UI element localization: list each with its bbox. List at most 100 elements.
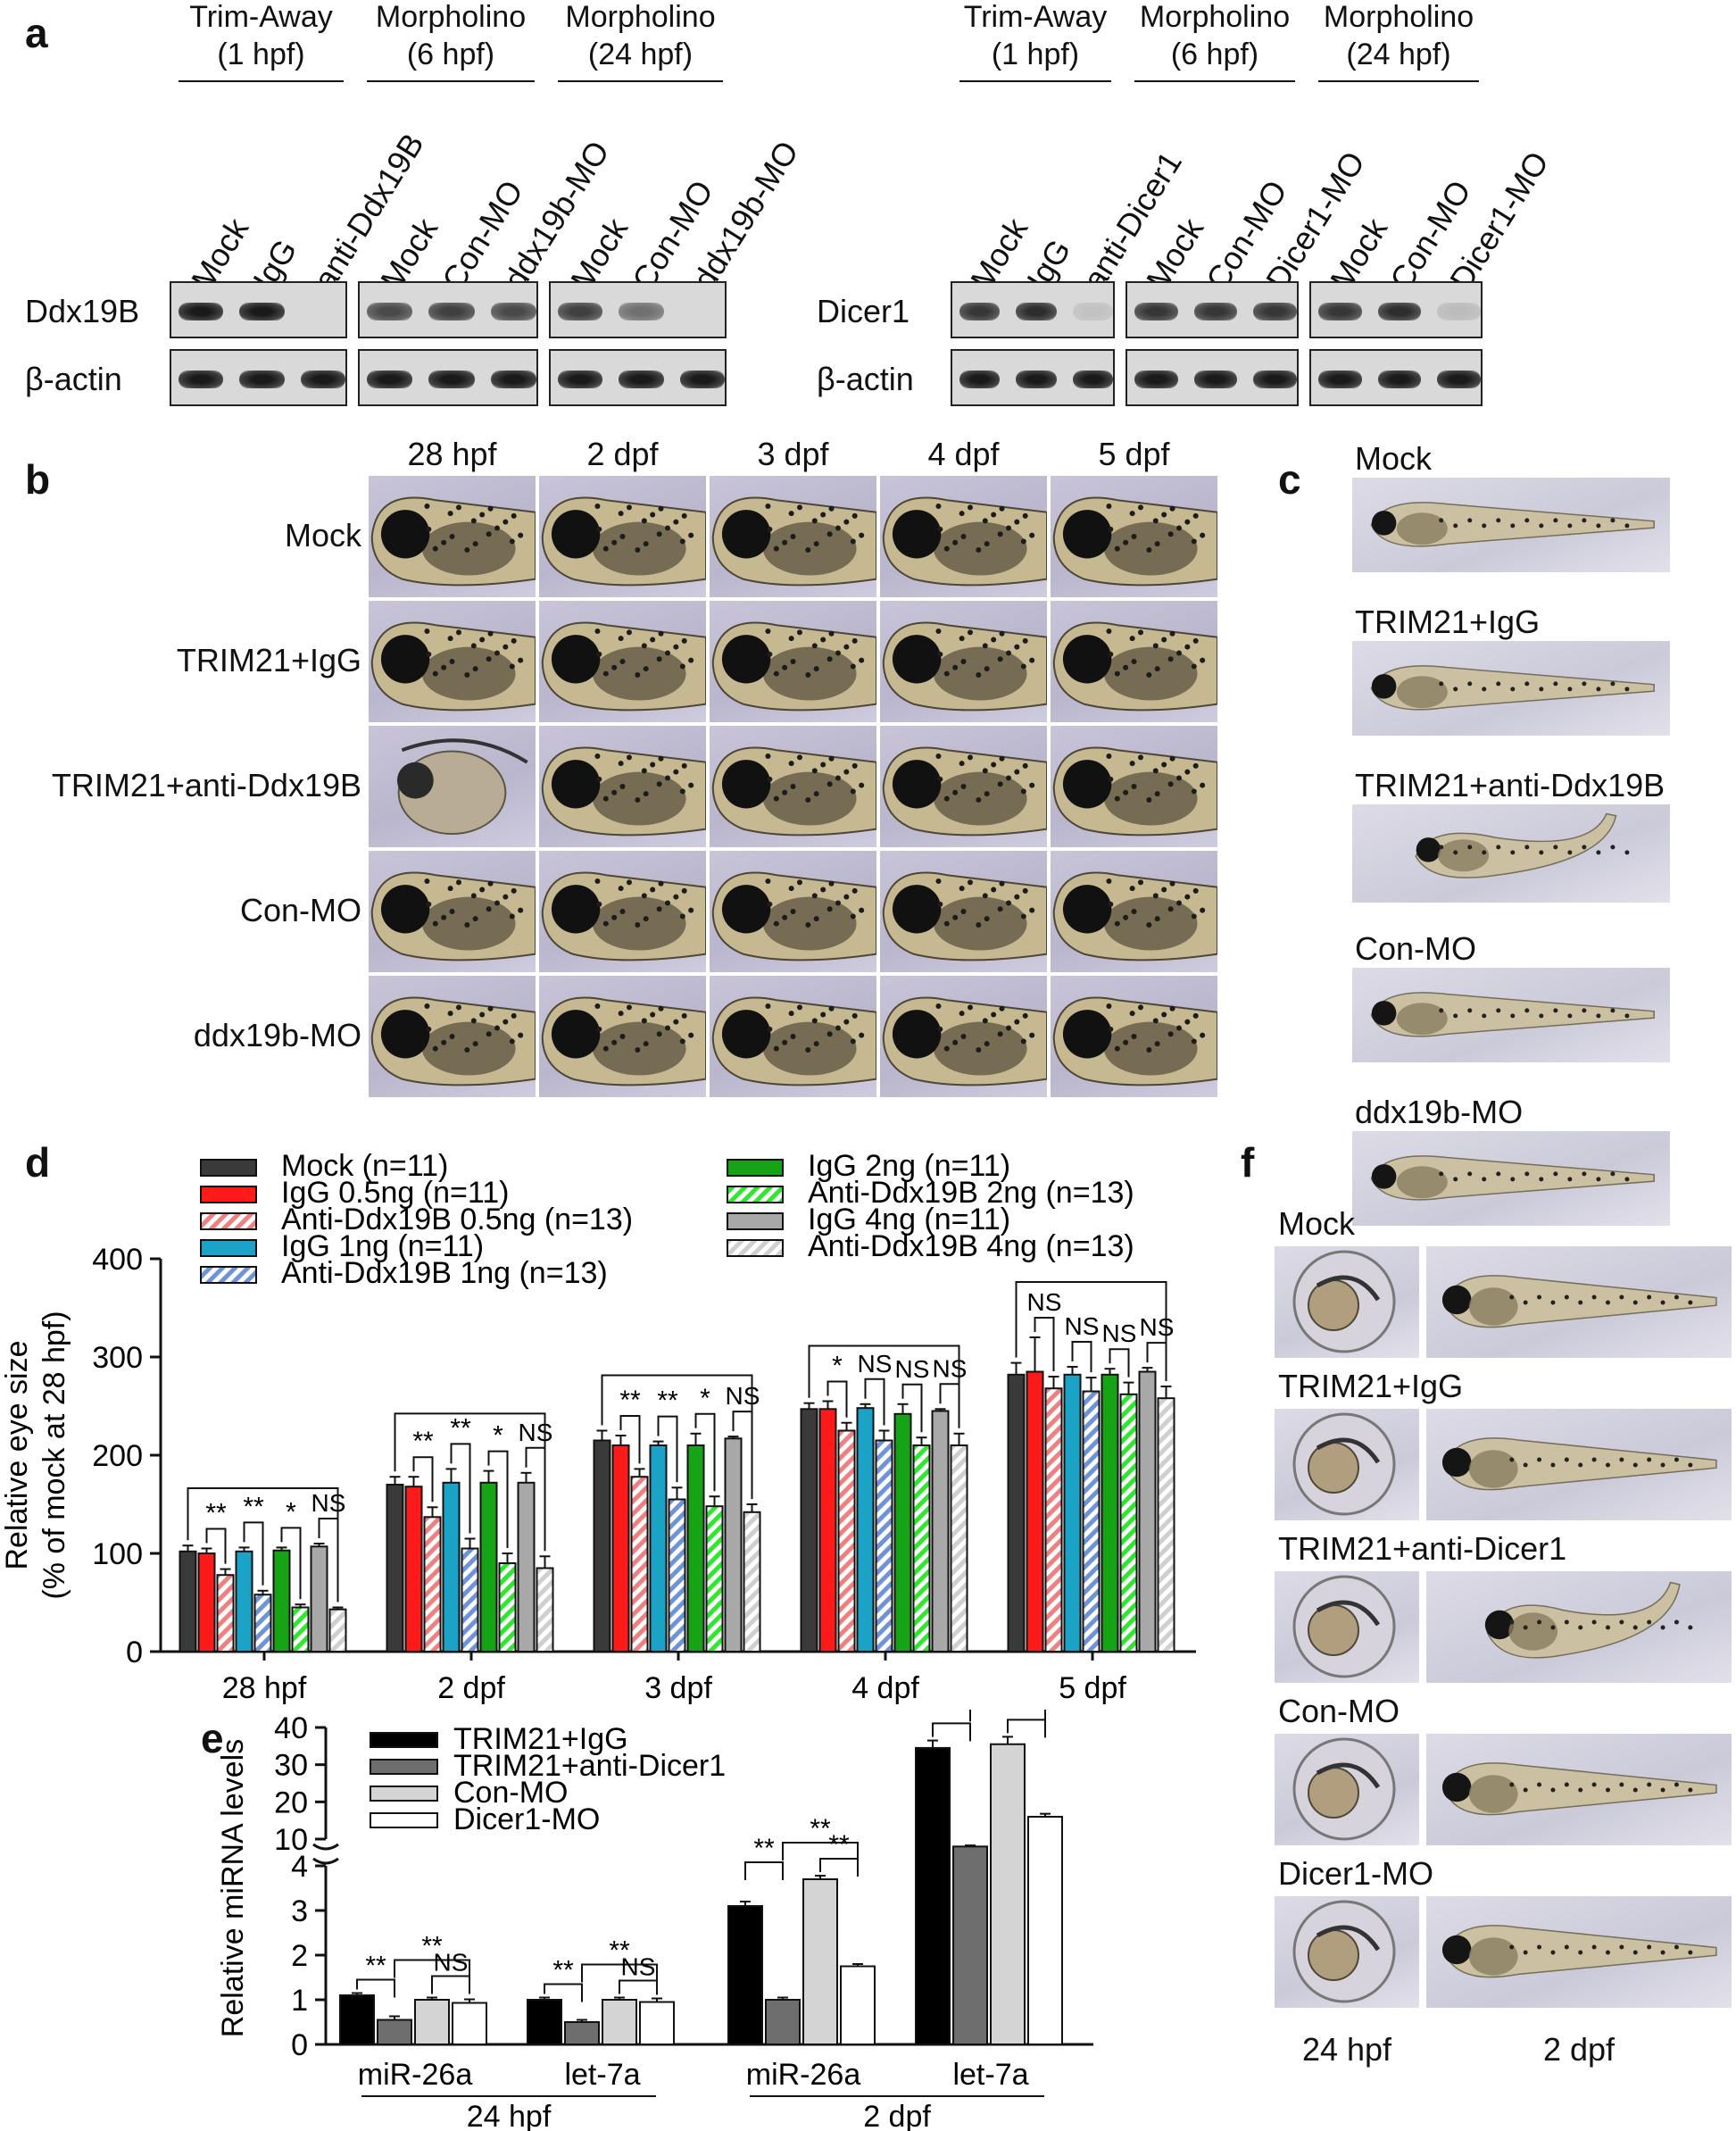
pigment-dot — [1605, 1300, 1610, 1305]
pigment-dot — [1192, 1012, 1199, 1019]
legend-label: TRIM21+IgG — [453, 1722, 628, 1756]
embryo-row-label: TRIM21+anti-Ddx19B — [51, 767, 361, 803]
significance-bracket — [1109, 1348, 1130, 1378]
pigment-dot — [1005, 775, 1011, 781]
pigment-dot — [1020, 788, 1026, 795]
embryo-illustration — [541, 746, 706, 837]
pigment-dot — [1167, 1031, 1174, 1037]
axis-break-mark — [312, 1843, 339, 1865]
larva-image — [1352, 1131, 1670, 1226]
pigment-dot — [641, 1018, 647, 1024]
pigment-dot — [952, 789, 959, 795]
legend-swatch — [727, 1159, 784, 1177]
pigment-dot — [767, 901, 773, 907]
significance-label: * — [832, 1352, 843, 1381]
pigment-dot — [813, 1041, 819, 1047]
pigment-dot — [959, 886, 965, 892]
pigment-dot — [1647, 1619, 1652, 1625]
pigment-dot — [1200, 532, 1206, 538]
pigment-dot — [1161, 887, 1167, 893]
pigment-dot — [602, 795, 609, 802]
pigment-dot — [673, 1019, 679, 1025]
blot-band — [1318, 303, 1362, 320]
embryo-eye — [1062, 635, 1112, 684]
pigment-dot — [1453, 687, 1458, 692]
pigment-dot — [937, 1026, 943, 1032]
pigment-dot — [1137, 754, 1143, 761]
pigment-dot — [1192, 762, 1199, 769]
pigment-dot — [765, 878, 771, 884]
pigment-dot — [850, 1038, 856, 1045]
pigment-dot — [658, 1005, 664, 1011]
pigment-dot — [470, 1018, 477, 1024]
chorion-embryo-image — [1275, 1246, 1419, 1358]
pigment-dot — [1439, 681, 1444, 687]
pigment-dot — [1175, 650, 1182, 656]
pigment-dot — [472, 1041, 478, 1047]
pigment-dot — [509, 913, 515, 920]
pigment-dot — [1660, 1950, 1665, 1955]
pigment-dot — [479, 1011, 486, 1018]
significance-bracket — [1034, 1317, 1055, 1371]
embryo-illustration — [1052, 621, 1217, 712]
pigment-dot — [1553, 1008, 1558, 1013]
pigment-dot — [782, 664, 788, 670]
pigment-dot — [859, 1032, 865, 1038]
pigment-dot — [976, 1046, 982, 1053]
blot-strip — [358, 349, 538, 406]
pigment-dot — [487, 505, 494, 512]
pigment-dot — [859, 532, 865, 538]
bar — [800, 1408, 818, 1652]
embryo-eye — [721, 635, 771, 684]
pigment-dot — [618, 1011, 624, 1017]
bar — [536, 1567, 554, 1652]
significance-label: * — [493, 1421, 503, 1451]
pigment-dot — [1439, 1171, 1444, 1177]
pigment-dot — [1688, 1462, 1693, 1468]
embryo-eye — [380, 510, 430, 559]
pigment-dot — [455, 1004, 461, 1011]
larva-image — [1426, 1896, 1732, 2008]
pigment-dot — [1674, 1619, 1679, 1625]
embryo-row-label: TRIM21+anti-Dicer1 — [1278, 1530, 1567, 1567]
yolk — [1308, 1279, 1359, 1331]
pigment-dot — [681, 762, 687, 769]
pigment-dot — [1591, 1782, 1597, 1787]
significance-label: ** — [828, 1830, 850, 1860]
pigment-dot — [1108, 776, 1114, 782]
embryo-eye — [892, 885, 942, 934]
y-tick-label: 30 — [274, 1749, 308, 1783]
panel-label-b: b — [25, 456, 51, 503]
blot-row-label: Dicer1 — [817, 293, 910, 329]
blot-band — [1016, 303, 1057, 320]
pigment-dot — [664, 900, 670, 906]
significance-bracket — [581, 1963, 658, 1983]
pigment-dot — [1129, 1011, 1135, 1017]
pigment-dot — [1496, 681, 1501, 687]
bar — [686, 1444, 705, 1652]
pigment-dot — [1106, 1003, 1112, 1009]
significance-bracket — [619, 1979, 658, 1995]
embryo-image — [710, 601, 876, 722]
pigment-dot — [658, 880, 664, 887]
significance-bracket — [864, 1378, 885, 1426]
blot-group-subtitle: (1 hpf) — [217, 37, 305, 71]
pigment-dot — [479, 637, 486, 643]
significance-label: ** — [941, 1710, 962, 1724]
blot-group-title: Morpholino — [375, 0, 527, 34]
bar — [1138, 1370, 1157, 1652]
significance-label: NS — [1027, 1288, 1062, 1316]
pigment-dot — [635, 796, 641, 803]
pigment-dot — [626, 629, 632, 636]
significance-label: ** — [552, 1956, 574, 1985]
pigment-dot — [796, 754, 802, 761]
pigment-dot — [1619, 1782, 1624, 1787]
blot-row-label: β-actin — [25, 361, 122, 397]
significance-label: ** — [810, 1814, 831, 1844]
embryo-image — [880, 476, 1047, 597]
pigment-dot — [991, 762, 997, 768]
embryo-illustration — [370, 996, 536, 1086]
pigment-dot — [656, 656, 662, 662]
blot-strip — [951, 349, 1115, 406]
chorion-illustration — [1292, 1575, 1396, 1678]
